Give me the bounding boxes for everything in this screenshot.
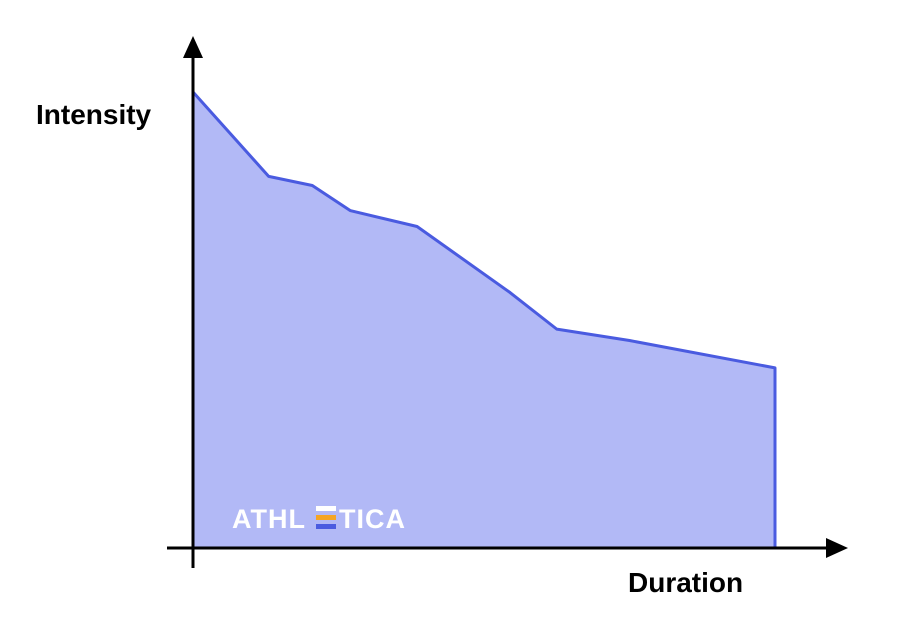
series-line: [191, 90, 777, 548]
logo-e-bar-1: [316, 515, 336, 520]
y-axis-arrow-icon: [183, 36, 203, 58]
area-fill: [193, 92, 775, 548]
logo-e-bar-2: [316, 524, 336, 529]
plot-area: [191, 90, 777, 548]
logo-e-mark: [316, 506, 336, 529]
athletica-logo: ATHL TICA: [232, 504, 406, 534]
y-axis-label: Intensity: [36, 99, 152, 130]
logo-text-left: ATHL: [232, 504, 306, 534]
x-axis-arrow-icon: [826, 538, 848, 558]
logo-text-right: TICA: [339, 504, 406, 534]
logo-e-bar-0: [316, 506, 336, 511]
x-axis-label: Duration: [628, 567, 743, 598]
axes: [167, 36, 848, 568]
